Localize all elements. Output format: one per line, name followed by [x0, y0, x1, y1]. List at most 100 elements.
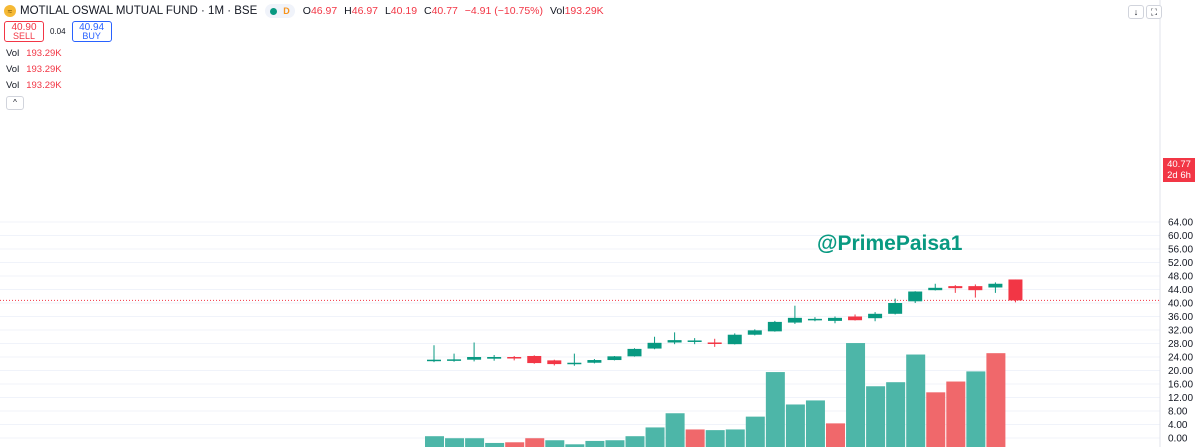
candle-body [567, 362, 582, 365]
indicator-label: Vol [6, 48, 20, 59]
volume-bar [505, 442, 525, 447]
price-tick-label: 32.00 [1168, 326, 1193, 337]
candle [587, 359, 602, 364]
trade-buttons: 40.90 SELL 0.04 40.94 BUY [4, 21, 112, 42]
candle [948, 285, 963, 293]
volume-bar [485, 442, 505, 447]
volume-bar [625, 436, 645, 447]
indicator-row-volume-2[interactable]: Vol 193.29K [6, 64, 62, 75]
high-label: H [344, 5, 352, 17]
volume-bar [605, 440, 625, 447]
candle [727, 333, 742, 345]
price-tick-label: 0.00 [1168, 434, 1188, 445]
indicator-row-volume-3[interactable]: Vol 193.29K [6, 80, 62, 91]
volume-bar [946, 381, 966, 447]
volume-bar [525, 438, 545, 447]
volume-bar [545, 440, 565, 447]
candle-body [807, 318, 822, 321]
volume-bar [926, 392, 946, 447]
close-label: C [424, 5, 432, 17]
market-status-dot-icon [270, 7, 278, 15]
candle-body [828, 317, 842, 321]
volume-bars [425, 343, 1006, 447]
price-tick-label: 36.00 [1168, 312, 1193, 323]
volume-bar [886, 382, 906, 447]
candle-body [948, 286, 963, 289]
candle [427, 345, 441, 363]
candle-body [928, 287, 943, 291]
volume-bar [665, 413, 685, 447]
data-source-letter: D [283, 6, 290, 16]
candles [427, 279, 1023, 366]
candle [647, 336, 662, 350]
high-value: 46.97 [351, 5, 379, 17]
price-tick-label: 44.00 [1168, 285, 1193, 296]
candle-body [447, 359, 462, 361]
price-axis[interactable]: 64.00 60.00 56.00 52.00 48.00 44.00 40.00 36.00… [1168, 218, 1193, 445]
candle-body [427, 359, 441, 362]
candle [567, 353, 582, 366]
candle [988, 282, 1003, 293]
candle [627, 348, 642, 357]
volume-bar [705, 430, 725, 447]
price-gridlines [0, 221, 1160, 439]
candle [667, 332, 682, 345]
candle [787, 305, 802, 324]
sell-button[interactable]: 40.90 SELL [4, 21, 44, 42]
last-price-badge: 40.77 2d 6h [1163, 158, 1195, 182]
collapse-indicators-button[interactable]: ^ [6, 96, 24, 110]
candle [928, 283, 943, 291]
status-pill[interactable]: D [265, 4, 295, 18]
volume-bar [986, 353, 1006, 447]
indicator-label: Vol [6, 64, 20, 75]
price-tick-label: 64.00 [1168, 218, 1193, 229]
low-value: 40.19 [390, 5, 418, 17]
watermark-text: @PrimePaisa1 [817, 232, 963, 255]
volume-bar [425, 436, 444, 447]
indicator-label: Vol [6, 80, 20, 91]
open-value: 46.97 [310, 5, 338, 17]
candle-body [707, 342, 722, 344]
close-value: 40.77 [431, 5, 458, 17]
candle [908, 291, 923, 303]
candle-body [467, 357, 482, 360]
volume-bar [785, 404, 805, 447]
price-tick-label: 8.00 [1168, 407, 1188, 418]
candle [607, 355, 622, 361]
download-icon[interactable]: ↓ [1128, 5, 1144, 19]
candle [828, 316, 842, 324]
volume-bar [465, 438, 485, 447]
indicator-value: 193.29K [26, 48, 62, 59]
volume-bar [826, 423, 845, 447]
last-price-value: 40.77 [1167, 159, 1191, 170]
volume-bar [565, 444, 585, 447]
symbol-title[interactable]: MOTILAL OSWAL MUTUAL FUND · 1M · BSE [20, 5, 258, 17]
price-tick-label: 28.00 [1168, 339, 1193, 350]
price-tick-label: 48.00 [1168, 272, 1193, 283]
candle [487, 354, 502, 361]
candle-body [888, 303, 903, 314]
fullscreen-icon[interactable]: ⛶ [1146, 5, 1162, 19]
price-tick-label: 60.00 [1168, 231, 1193, 242]
volume-bar [725, 429, 745, 447]
candle-body [747, 330, 762, 335]
volume-bar [846, 343, 866, 447]
volume-bar [906, 354, 926, 447]
open-label: O [302, 5, 311, 17]
buy-button[interactable]: 40.94 BUY [71, 21, 112, 42]
candle [547, 359, 562, 366]
change-value: −4.91 (−10.75%) [464, 5, 544, 17]
volume-value: 193.29K [564, 5, 604, 17]
volume-bar [765, 372, 785, 447]
candle [807, 317, 822, 322]
price-tick-label: 16.00 [1168, 380, 1193, 391]
candle-body [507, 357, 522, 359]
indicator-row-volume-1[interactable]: Vol 193.29K [6, 48, 62, 59]
volume-bar [866, 386, 886, 447]
candle-body [727, 334, 742, 345]
spread-value: 0.04 [50, 27, 66, 36]
candle [1008, 279, 1023, 303]
candle [707, 338, 722, 347]
price-tick-label: 24.00 [1168, 353, 1193, 364]
